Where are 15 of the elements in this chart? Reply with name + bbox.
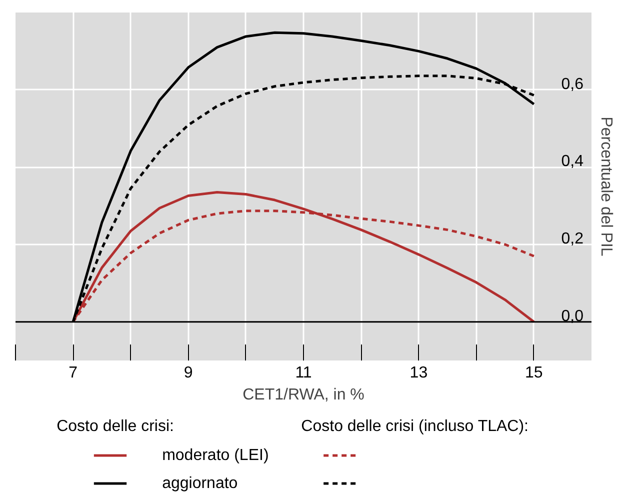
legend-label: aggiornato [162, 475, 238, 492]
text: Costo delle crisi (incluso TLAC): [301, 418, 529, 435]
x-tick-label: 9 [184, 364, 193, 382]
x-axis-title: CET1/RWA, in % [242, 386, 364, 404]
text: Costo delle crisi: [56, 418, 174, 435]
x-tick-label: 15 [525, 364, 543, 382]
x-tick-label: 13 [410, 364, 428, 382]
y-tick-label: 0,6 [561, 76, 584, 93]
legend-label: moderato (LEI) [162, 447, 269, 464]
y-tick-label: 0,0 [561, 308, 584, 325]
y-tick-label: 0,2 [561, 230, 584, 248]
x-tick-label: 11 [295, 364, 312, 382]
x-tick-label: 7 [68, 364, 78, 382]
y-axis-title: Percentuale del PIL [598, 116, 614, 256]
y-tick-label: 0,4 [561, 153, 584, 170]
